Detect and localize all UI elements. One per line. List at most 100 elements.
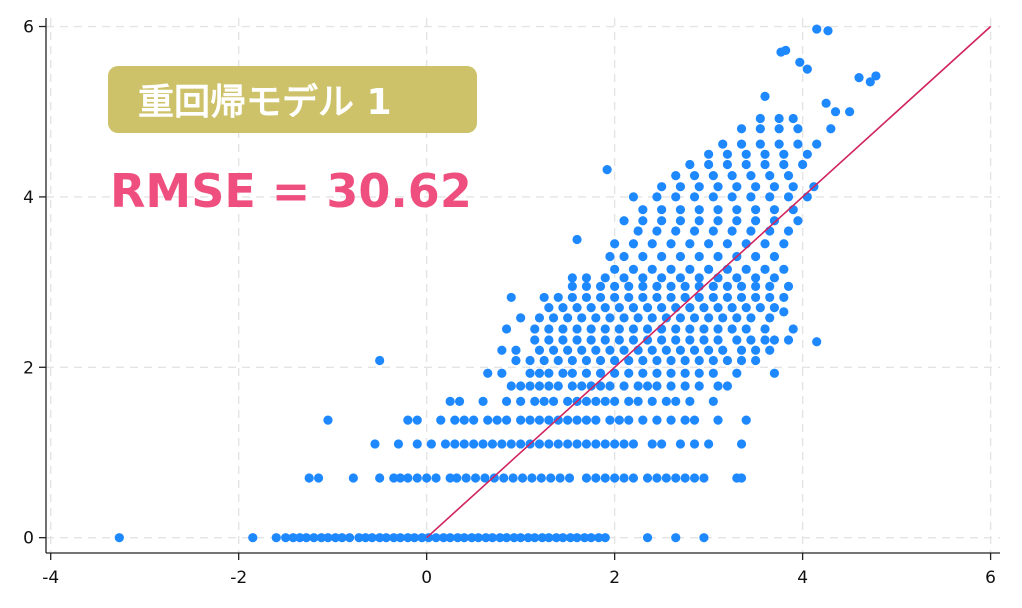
data-point [381,533,391,543]
data-point [395,533,405,543]
data-point [610,281,620,291]
data-point [516,396,526,406]
data-point [309,533,319,543]
data-point [537,533,547,543]
data-point [628,324,639,334]
data-point [741,264,751,274]
data-point [600,533,610,543]
data-point [600,473,610,483]
data-point [704,149,714,159]
data-point [666,292,676,303]
data-point [553,355,563,366]
data-point [577,381,587,391]
data-point [755,113,765,124]
data-point [337,533,347,543]
data-point [755,139,765,149]
y-tick-label: 2 [23,358,34,378]
data-point [769,216,780,226]
data-point [708,368,718,378]
data-point [367,533,377,543]
data-point [689,415,700,425]
data-point [567,368,577,378]
data-point [732,273,742,283]
model-badge [108,66,477,133]
data-point [523,533,533,543]
data-point [736,292,747,303]
data-point [704,159,714,170]
data-point [638,273,648,283]
data-point [652,281,662,291]
data-point [694,205,704,215]
data-point [412,439,422,449]
data-point [624,355,634,366]
data-point [751,281,761,291]
data-point [652,292,662,303]
data-point [732,182,742,192]
data-point [675,313,686,323]
data-point [581,439,592,449]
data-point [558,303,568,313]
data-point [713,415,723,425]
data-point [495,533,505,543]
data-point [722,355,733,366]
data-point [713,335,723,345]
data-point [489,473,499,483]
data-point [497,368,507,378]
data-point [704,239,714,249]
data-point [605,345,615,355]
data-point [591,345,601,355]
data-point [534,368,545,378]
data-point [699,324,709,334]
data-point [114,533,124,543]
data-point [689,473,700,483]
data-point [459,439,469,449]
data-point [624,415,634,425]
data-point [760,264,770,274]
data-point [675,182,686,192]
data-point [638,281,648,291]
data-point [666,368,676,378]
data-point [375,533,385,543]
data-point [454,396,465,406]
data-point [671,171,681,181]
data-point [553,439,563,449]
data-point [694,182,704,192]
x-tick-label: -2 [230,568,247,588]
data-point [572,303,582,313]
data-point [675,273,686,283]
data-point [470,473,481,483]
data-point [403,415,413,425]
data-point [657,439,667,449]
data-point [765,313,775,323]
data-point [438,533,449,543]
data-point [600,439,610,449]
data-point [708,192,718,202]
data-point [652,473,662,483]
data-point [769,273,780,283]
data-point [478,439,488,449]
data-point [544,368,554,378]
data-point [288,533,298,543]
data-point [467,533,477,543]
data-point [732,216,742,226]
data-point [647,239,657,249]
data-point [765,281,775,291]
data-point [605,415,615,425]
data-point [516,533,526,543]
data-point [426,439,436,449]
data-point [483,368,493,378]
data-point [642,324,653,334]
data-point [497,439,507,449]
data-point [854,73,864,83]
data-point [544,303,554,313]
data-point [403,473,413,483]
data-point [610,439,620,449]
data-point [694,292,704,303]
data-point [783,281,794,291]
data-point [544,439,554,449]
data-point [501,396,512,406]
data-point [594,533,604,543]
data-point [581,281,592,291]
data-point [675,205,686,215]
data-point [586,335,596,345]
